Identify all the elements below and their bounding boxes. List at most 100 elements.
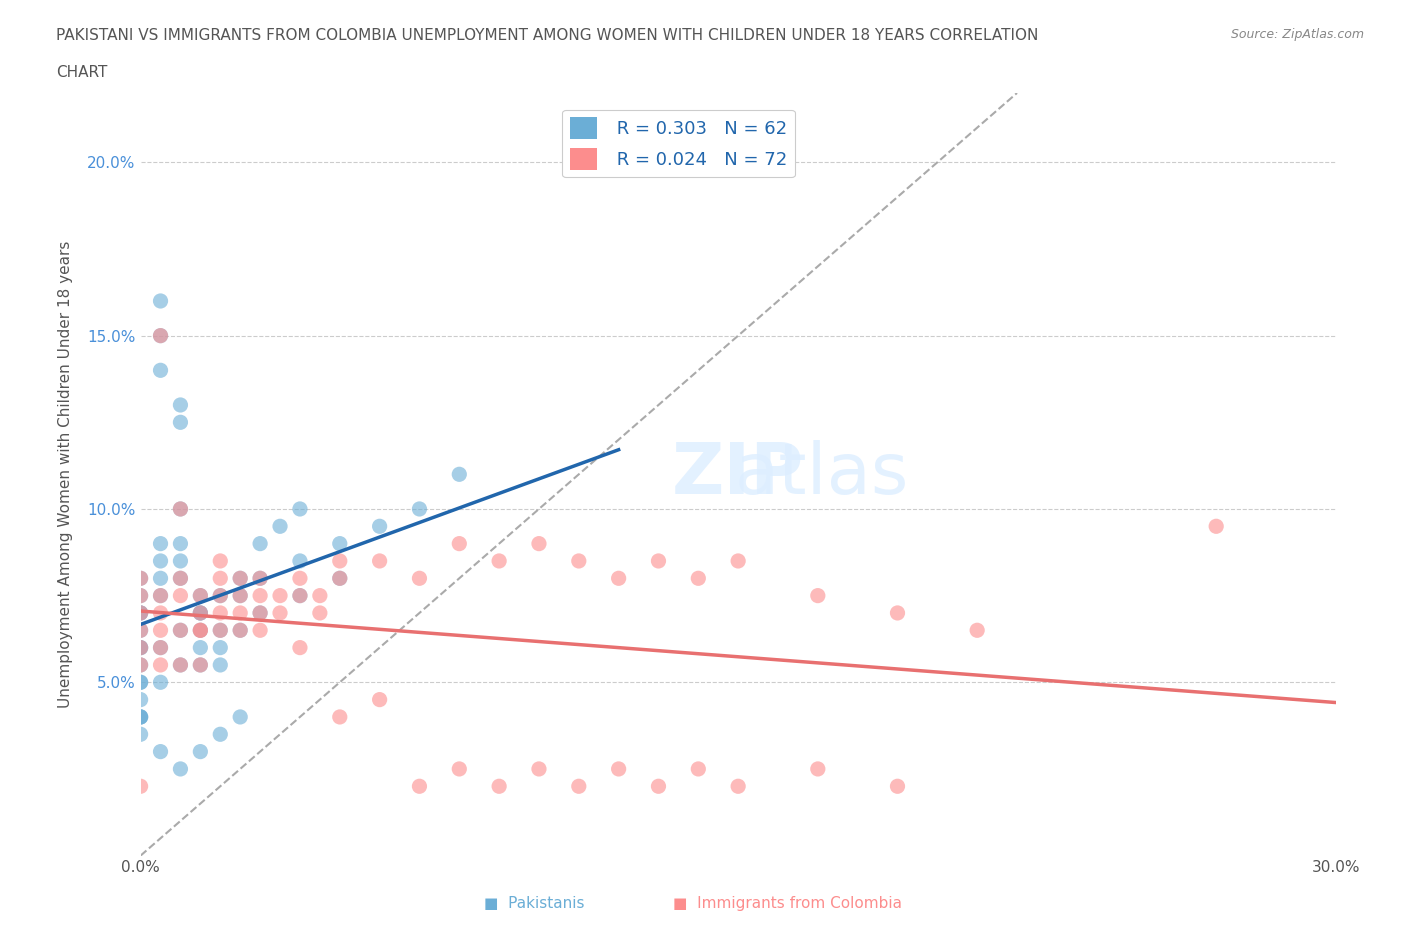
Point <box>309 588 332 603</box>
Point <box>129 675 152 690</box>
Point <box>568 553 591 568</box>
Point <box>249 571 271 586</box>
Point <box>229 710 252 724</box>
Point <box>169 501 191 516</box>
Point <box>607 571 630 586</box>
Point <box>229 623 252 638</box>
Point <box>568 778 591 793</box>
Point <box>288 501 311 516</box>
Point <box>647 553 669 568</box>
Point <box>169 501 191 516</box>
Point <box>727 553 749 568</box>
Point <box>329 571 352 586</box>
Text: atlas: atlas <box>734 440 910 509</box>
Point <box>129 710 152 724</box>
Point <box>149 537 172 551</box>
Point <box>149 640 172 655</box>
Point <box>309 605 332 620</box>
Point <box>288 588 311 603</box>
Point <box>129 640 152 655</box>
Point <box>647 778 669 793</box>
Point <box>188 588 212 603</box>
Point <box>488 553 510 568</box>
Point <box>129 658 152 672</box>
Point <box>169 658 191 672</box>
Point <box>149 328 172 343</box>
Point <box>488 778 510 793</box>
Point <box>188 623 212 638</box>
Point <box>169 553 191 568</box>
Point <box>129 605 152 620</box>
Text: ZIP: ZIP <box>672 440 804 509</box>
Point <box>188 588 212 603</box>
Point <box>149 675 172 690</box>
Point <box>209 605 232 620</box>
Point <box>169 571 191 586</box>
Point <box>149 744 172 759</box>
Point <box>209 727 232 742</box>
Point <box>527 762 550 777</box>
Point <box>209 588 232 603</box>
Point <box>688 762 710 777</box>
Point <box>188 605 212 620</box>
Point <box>607 762 630 777</box>
Point <box>288 640 311 655</box>
Point <box>449 537 471 551</box>
Point <box>129 623 152 638</box>
Point <box>149 640 172 655</box>
Point <box>368 692 391 707</box>
Point <box>209 658 232 672</box>
Point <box>449 467 471 482</box>
Text: ■  Pakistanis: ■ Pakistanis <box>484 897 585 911</box>
Point <box>129 658 152 672</box>
Point <box>129 675 152 690</box>
Point <box>329 553 352 568</box>
Point <box>209 571 232 586</box>
Point <box>129 571 152 586</box>
Point <box>129 640 152 655</box>
Point <box>1205 519 1227 534</box>
Point <box>169 415 191 430</box>
Point <box>229 623 252 638</box>
Point <box>129 710 152 724</box>
Point <box>149 658 172 672</box>
Point <box>807 588 830 603</box>
Point <box>288 571 311 586</box>
Point <box>169 397 191 412</box>
Point <box>129 623 152 638</box>
Point <box>188 623 212 638</box>
Point <box>129 692 152 707</box>
Point <box>149 328 172 343</box>
Point <box>249 537 271 551</box>
Point <box>209 553 232 568</box>
Point <box>408 501 430 516</box>
Point <box>249 571 271 586</box>
Point <box>249 605 271 620</box>
Point <box>688 571 710 586</box>
Point <box>129 778 152 793</box>
Point <box>329 571 352 586</box>
Point <box>129 640 152 655</box>
Point <box>169 537 191 551</box>
Point <box>368 553 391 568</box>
Point <box>209 623 232 638</box>
Point <box>229 588 252 603</box>
Point <box>149 623 172 638</box>
Point <box>129 605 152 620</box>
Point <box>149 553 172 568</box>
Point <box>229 588 252 603</box>
Point <box>288 553 311 568</box>
Y-axis label: Unemployment Among Women with Children Under 18 years: Unemployment Among Women with Children U… <box>59 241 73 708</box>
Point <box>209 640 232 655</box>
Point <box>229 571 252 586</box>
Point <box>188 623 212 638</box>
Point <box>129 727 152 742</box>
Point <box>249 605 271 620</box>
Point <box>149 571 172 586</box>
Point <box>527 537 550 551</box>
Point <box>269 588 291 603</box>
Point <box>169 571 191 586</box>
Point <box>169 588 191 603</box>
Text: PAKISTANI VS IMMIGRANTS FROM COLOMBIA UNEMPLOYMENT AMONG WOMEN WITH CHILDREN UND: PAKISTANI VS IMMIGRANTS FROM COLOMBIA UN… <box>56 28 1039 43</box>
Point <box>129 710 152 724</box>
